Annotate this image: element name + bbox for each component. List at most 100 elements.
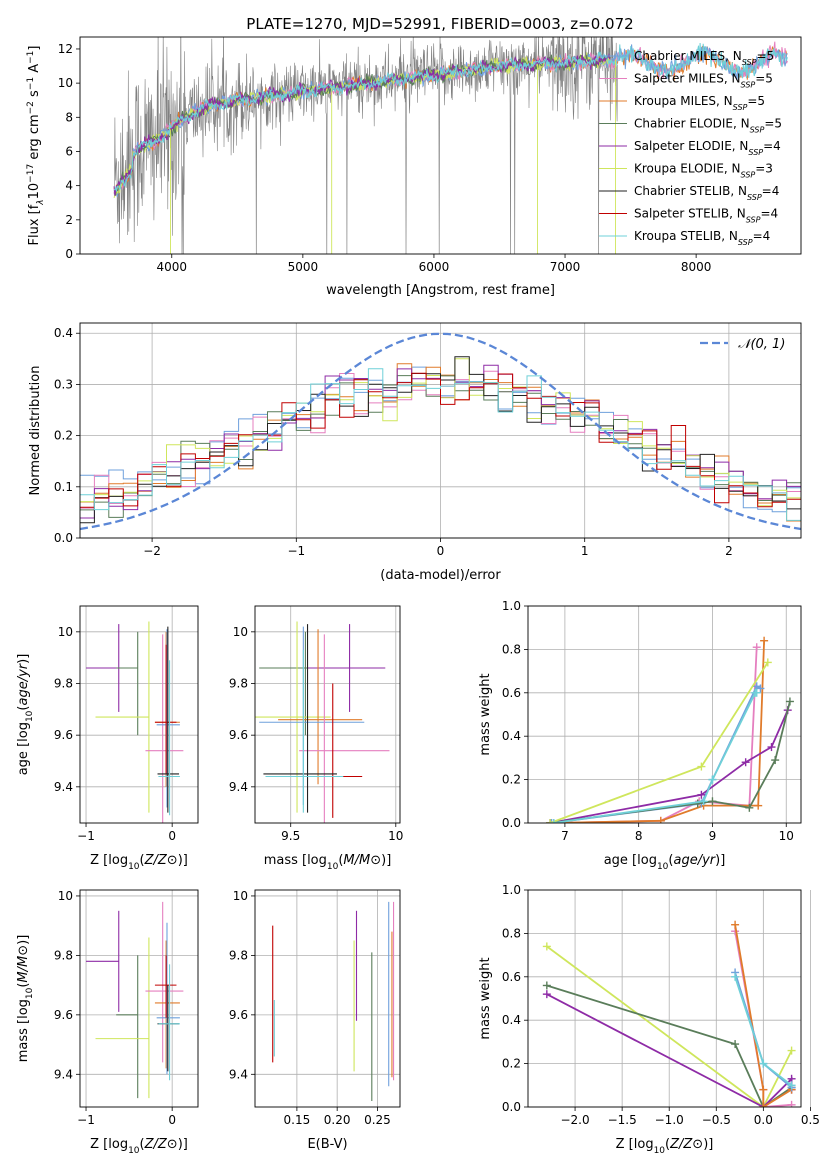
legend-text: Kroupa ELODIE, N xyxy=(634,162,741,176)
legend-text: Salpeter STELIB, N xyxy=(634,207,746,221)
x-tick-label: −1 xyxy=(287,544,305,558)
x-tick-label: 0 xyxy=(437,544,445,558)
label-part: 10 xyxy=(128,1146,140,1156)
y-tick-label: 0.8 xyxy=(502,642,521,656)
legend-entry: 𝒩(0, 1) xyxy=(738,337,785,352)
y-tick-label: 10 xyxy=(58,76,73,90)
legend-text: Salpeter ELODIE, N xyxy=(634,139,748,153)
mass-vs-Z-xlabel: Z [log10(Z/Z⊙)] xyxy=(90,1137,188,1156)
label-part: Z [log xyxy=(90,853,128,868)
label-part: erg cm xyxy=(27,114,42,163)
model-spectrum xyxy=(113,54,611,196)
weight-lines xyxy=(542,920,796,1107)
x-tick-label: −1.5 xyxy=(608,1113,637,1127)
y-tick-label: 9.6 xyxy=(54,728,73,742)
mass-vs-EBV-panel: 0.15 0.20 0.25 9.4 9.6 9.8 10 E(B-V) xyxy=(229,889,401,1152)
residual-histogram xyxy=(80,368,801,521)
y-tick-label: 0.4 xyxy=(502,1013,521,1027)
legend-tail: =4 xyxy=(762,184,780,198)
residuals-panel: −2 −1 0 1 2 0.0 0.1 0.2 0.3 0.4 (data-model)/error… xyxy=(28,322,802,583)
y-tick-label: 9.8 xyxy=(229,948,248,962)
label-part: )] xyxy=(703,1137,713,1152)
y-tick-label: 9.8 xyxy=(54,948,73,962)
legend-tail: =4 xyxy=(763,139,781,153)
label-part: Z [log xyxy=(616,1137,654,1152)
legend-text: Salpeter MILES, N xyxy=(634,72,741,86)
weight-line xyxy=(546,945,793,1107)
x-tick-label: 0.15 xyxy=(284,1113,311,1127)
label-part: age [log xyxy=(604,853,657,868)
x-tick-label: 0 xyxy=(168,1113,176,1127)
y-tick-label: 1.0 xyxy=(502,599,521,613)
weight-lines xyxy=(546,636,794,823)
y-tick-label: 0.0 xyxy=(502,1100,521,1114)
axes-frame xyxy=(79,889,199,1108)
legend-subscript: SSP xyxy=(742,58,757,67)
label-part: ( xyxy=(140,853,145,868)
y-tick-label: 12 xyxy=(58,42,73,56)
x-tick-label: 1 xyxy=(581,544,589,558)
weight-line xyxy=(553,647,758,823)
label-part: )] xyxy=(381,853,391,868)
legend-subscript: SSP xyxy=(741,80,756,89)
legend-tail: =4 xyxy=(753,229,771,243)
legend-text: Kroupa MILES, N xyxy=(634,94,733,108)
legend-text: Kroupa STELIB, N xyxy=(634,229,738,243)
label-part: A xyxy=(27,64,42,77)
mass-weight-vs-age-ylabel: mass weight xyxy=(478,673,493,755)
label-part: )] xyxy=(178,1137,188,1152)
label-part: ( xyxy=(338,853,343,868)
y-tick-label: 0.3 xyxy=(54,377,73,391)
legend-entry: Salpeter MILES, NSSP=5 xyxy=(634,72,773,90)
residual-histogram xyxy=(80,356,801,524)
y-tick-label: 10 xyxy=(233,889,248,903)
y-tick-label: 0.2 xyxy=(502,1057,521,1071)
y-tick-label: 9.4 xyxy=(54,780,73,794)
label-part: 10 xyxy=(128,862,140,872)
legend-text: Chabrier ELODIE, N xyxy=(634,117,750,131)
y-tick-label: 0.4 xyxy=(502,729,521,743)
label-part: 10 xyxy=(25,710,35,722)
legend-tail: =5 xyxy=(747,94,765,108)
legend-subscript: SSP xyxy=(747,193,762,202)
label-part: mass [log xyxy=(264,853,327,868)
y-tick-label: 10 xyxy=(58,625,73,639)
legend-subscript: SSP xyxy=(738,238,753,247)
weight-line xyxy=(550,640,765,823)
errorbars xyxy=(86,901,184,1099)
axes-frame xyxy=(254,889,401,1108)
label-part: ( xyxy=(16,706,31,711)
axes-frame xyxy=(254,605,401,824)
y-tick-label: 9.4 xyxy=(229,1067,248,1081)
model-spectrum xyxy=(113,52,611,196)
mass-weight-vs-Z-panel: −2.0 −1.5 −1.0 −0.5 0.0 0.5 0.0 0.2 0.4 0.6 0.8 1.0… xyxy=(478,883,819,1156)
label-part: Z/Z⊙ xyxy=(144,853,178,868)
y-tick-label: 10 xyxy=(233,625,248,639)
residual-steps xyxy=(80,332,801,531)
y-tick-label: 0.0 xyxy=(502,816,521,830)
x-tick-label: 0.0 xyxy=(754,1113,773,1127)
label-part: ( xyxy=(665,1137,670,1152)
age-vs-Z-ylabel: age [log10(age/yr)] xyxy=(16,654,35,776)
legend-subscript: SSP xyxy=(741,170,756,179)
label-part: )] xyxy=(178,853,188,868)
y-tick-label: 2 xyxy=(65,213,73,227)
label-part: age/yr xyxy=(673,853,716,868)
weight-line xyxy=(549,661,769,823)
legend-entry: Kroupa ELODIE, NSSP=3 xyxy=(634,162,773,180)
label-part: age/yr xyxy=(16,662,31,705)
legend-tail: =5 xyxy=(764,117,782,131)
axes-frame xyxy=(79,322,802,539)
label-part: −1 xyxy=(26,77,36,90)
age-vs-Z-xlabel: Z [log10(Z/Z⊙)] xyxy=(90,853,188,872)
x-tick-label: −1 xyxy=(77,829,95,843)
label-part: ] xyxy=(27,46,42,51)
label-part: −1 xyxy=(26,51,36,64)
label-part: 10 xyxy=(25,987,35,999)
label-part: ( xyxy=(140,1137,145,1152)
legend-entry: Chabrier STELIB, NSSP=4 xyxy=(634,184,779,202)
y-tick-label: 4 xyxy=(65,179,73,193)
y-tick-label: 0.1 xyxy=(54,480,73,494)
